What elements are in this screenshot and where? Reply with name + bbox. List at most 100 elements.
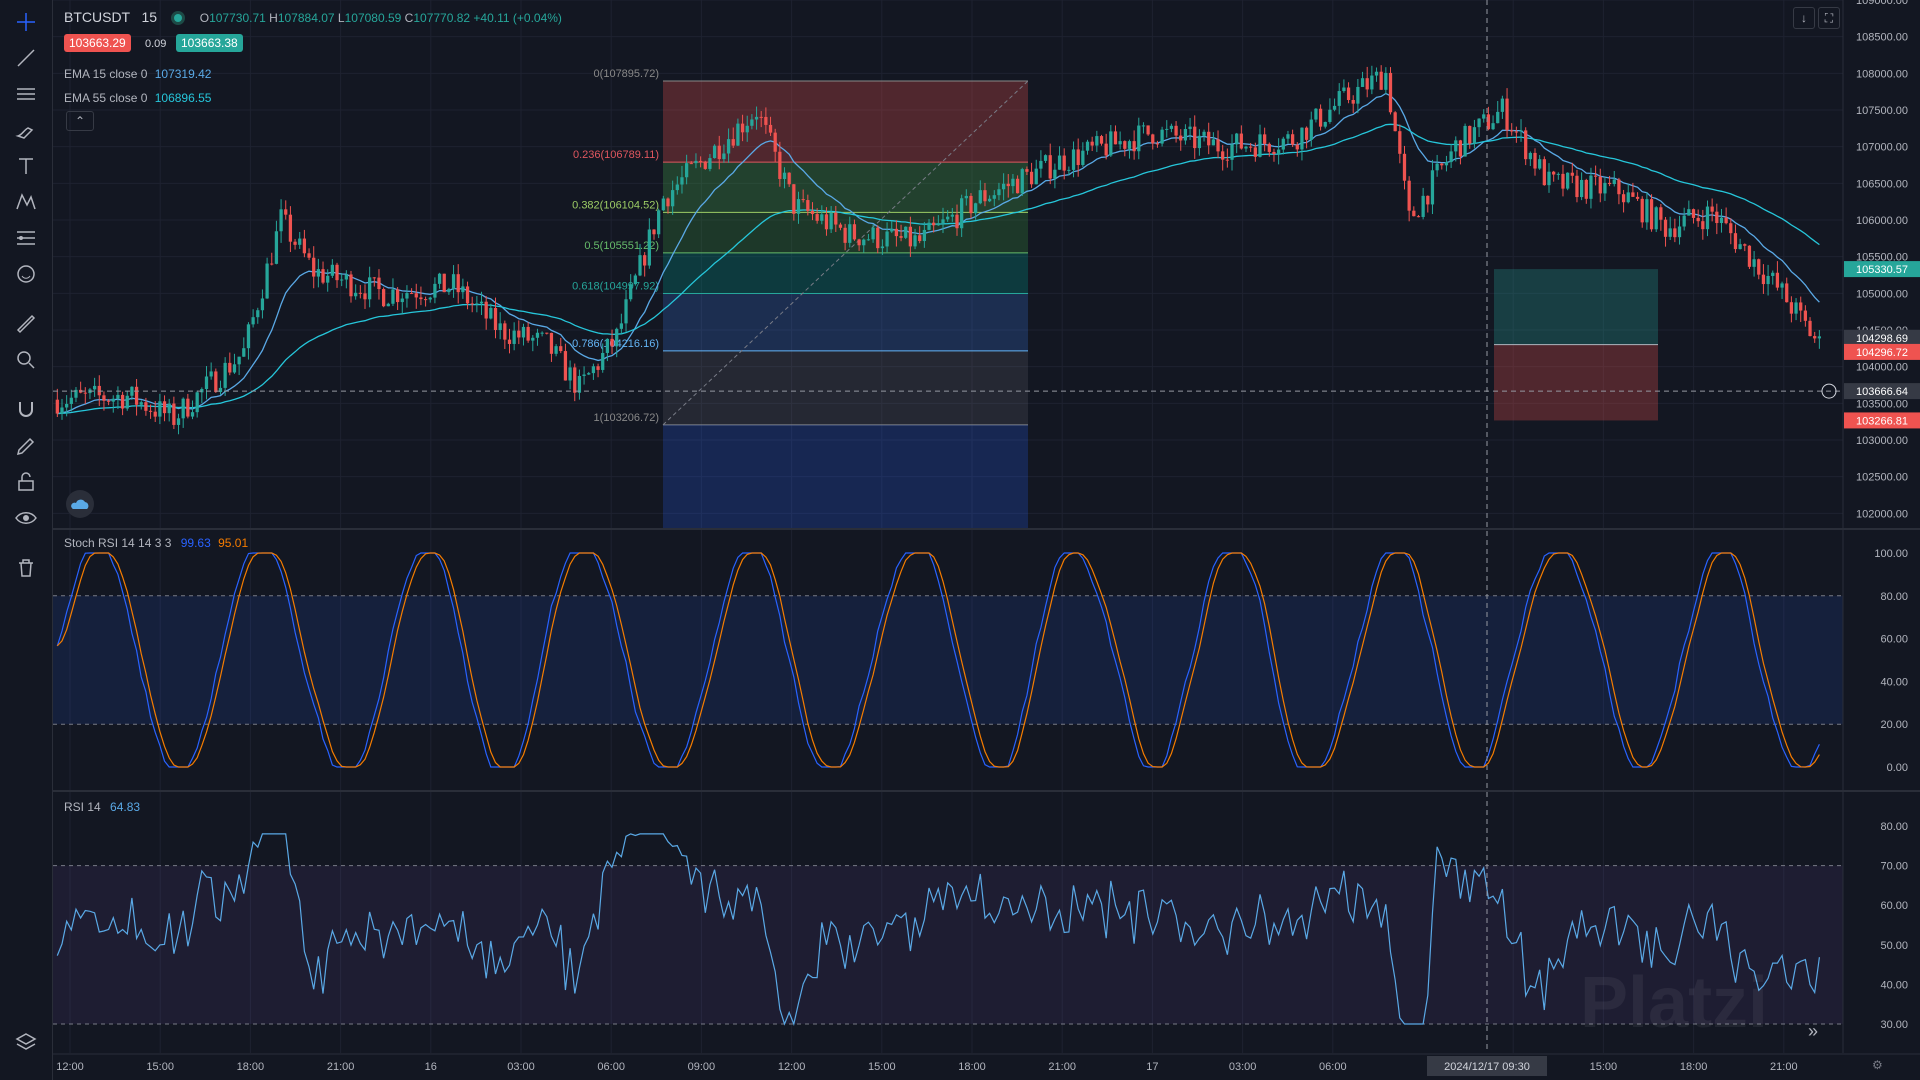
- fib-icon[interactable]: [14, 226, 38, 250]
- candle-body: [927, 222, 931, 230]
- fullscreen-button[interactable]: ⛶: [1818, 7, 1840, 29]
- candle-body: [1029, 171, 1034, 185]
- ruler-icon[interactable]: [14, 312, 38, 336]
- sell-button[interactable]: 103663.29: [64, 34, 131, 52]
- text-icon[interactable]: [14, 154, 38, 178]
- lock-draw-icon[interactable]: [14, 434, 38, 458]
- candle-body: [1193, 126, 1197, 149]
- collapse-legend-button[interactable]: ⌃: [66, 111, 94, 131]
- candle: [1221, 144, 1225, 171]
- candle-body: [1221, 151, 1225, 160]
- candle-body: [65, 403, 69, 408]
- candle-body: [186, 398, 190, 417]
- stoch-legend[interactable]: Stoch RSI 14 14 3 3 99.63 95.01: [64, 536, 248, 550]
- symbol-name[interactable]: BTCUSDT: [64, 9, 131, 25]
- ohlc-high: 107884.07: [277, 11, 335, 25]
- candle: [1533, 148, 1537, 176]
- candle: [1696, 209, 1700, 227]
- candle: [69, 389, 73, 412]
- candle: [936, 215, 940, 226]
- candle-body: [130, 386, 134, 396]
- candle: [1584, 178, 1588, 204]
- candle-body: [1071, 149, 1076, 170]
- candle-body: [1813, 336, 1817, 339]
- candle: [997, 182, 1001, 201]
- magnet-icon[interactable]: [14, 398, 38, 422]
- chart-area[interactable]: 0(107895.72) 0.236(106789.11) 0.382(106104…: [53, 0, 1920, 1080]
- brush-icon[interactable]: [14, 118, 38, 142]
- candle: [1398, 124, 1402, 164]
- candle-body: [974, 203, 978, 214]
- candle-body: [162, 401, 167, 414]
- candle: [619, 313, 623, 334]
- candle: [1589, 167, 1593, 209]
- scroll-to-realtime-button[interactable]: »: [1803, 1021, 1823, 1041]
- trash-icon[interactable]: [14, 556, 38, 580]
- candle-body: [1388, 72, 1393, 113]
- ohlc-close: 107770.82: [413, 11, 471, 25]
- candle-body: [1663, 219, 1668, 237]
- candle-body: [1687, 209, 1691, 216]
- candle-body: [190, 412, 195, 417]
- price-tag-close_2: [1844, 343, 1920, 360]
- ohlc-high-label: H: [269, 11, 278, 25]
- stoch-d-value: 95.01: [218, 536, 249, 550]
- emoji-icon[interactable]: [14, 262, 38, 286]
- candle-body: [428, 297, 432, 300]
- rsi-legend[interactable]: RSI 14 64.83: [64, 800, 140, 814]
- ema55-legend[interactable]: EMA 55 close 0 106896.55: [64, 91, 211, 105]
- candle-body: [1789, 302, 1794, 314]
- symbol-interval[interactable]: 15: [141, 9, 158, 25]
- candle: [102, 391, 106, 411]
- layers-icon[interactable]: [14, 1030, 38, 1054]
- horizontal-lines-icon[interactable]: [14, 82, 38, 106]
- candle: [1663, 216, 1668, 247]
- candle-body: [1258, 134, 1262, 157]
- candle-body: [470, 303, 474, 305]
- candle-body: [1640, 198, 1644, 223]
- symbol-legend[interactable]: BTCUSDT 15 O107730.71 H107884.07 L107080…: [64, 9, 562, 25]
- crosshair-icon[interactable]: [14, 10, 38, 34]
- candle-body: [1263, 134, 1267, 144]
- candle-body: [573, 367, 577, 393]
- candle-body: [307, 253, 311, 258]
- buy-button[interactable]: 103663.38: [176, 34, 243, 52]
- long-position-tool[interactable]: [1494, 269, 1658, 421]
- lock-icon[interactable]: [14, 470, 38, 494]
- candle-body: [1202, 131, 1206, 136]
- eye-icon[interactable]: [14, 506, 38, 530]
- candle-body: [1799, 302, 1803, 311]
- settings-button[interactable]: ⚙: [1872, 1058, 1890, 1076]
- stoch-d-line: [56, 552, 1820, 768]
- candle: [1743, 243, 1747, 252]
- candle: [106, 398, 111, 406]
- candle: [1556, 172, 1560, 180]
- trend-line-icon[interactable]: [14, 46, 38, 70]
- download-button[interactable]: ↓: [1793, 7, 1815, 29]
- candle-body: [950, 214, 954, 217]
- candle: [447, 287, 451, 295]
- candle-body: [1607, 182, 1612, 185]
- candle-body: [153, 411, 157, 417]
- candle: [228, 352, 232, 376]
- candle: [1785, 277, 1789, 303]
- candle-body: [521, 326, 526, 338]
- candle-body: [871, 227, 875, 240]
- zoom-icon[interactable]: [14, 348, 38, 372]
- tradingview-logo[interactable]: [66, 490, 94, 518]
- candle-body: [1645, 199, 1649, 223]
- ema15-legend[interactable]: EMA 15 close 0 107319.42: [64, 67, 211, 81]
- candle-body: [689, 163, 693, 165]
- stoch-tick-label: 100.00: [1874, 548, 1908, 560]
- pattern-icon[interactable]: [14, 190, 38, 214]
- candle-body: [195, 392, 199, 413]
- candle: [1249, 142, 1253, 152]
- candle-body: [1528, 152, 1532, 160]
- candle-body: [1785, 283, 1789, 303]
- candle: [144, 397, 148, 416]
- candle: [120, 391, 125, 416]
- candle-body: [391, 289, 395, 304]
- fib-retracement[interactable]: 0(107895.72) 0.236(106789.11) 0.382(106104…: [572, 68, 1029, 528]
- add-alert-icon: [1821, 383, 1837, 399]
- candle: [1318, 104, 1323, 131]
